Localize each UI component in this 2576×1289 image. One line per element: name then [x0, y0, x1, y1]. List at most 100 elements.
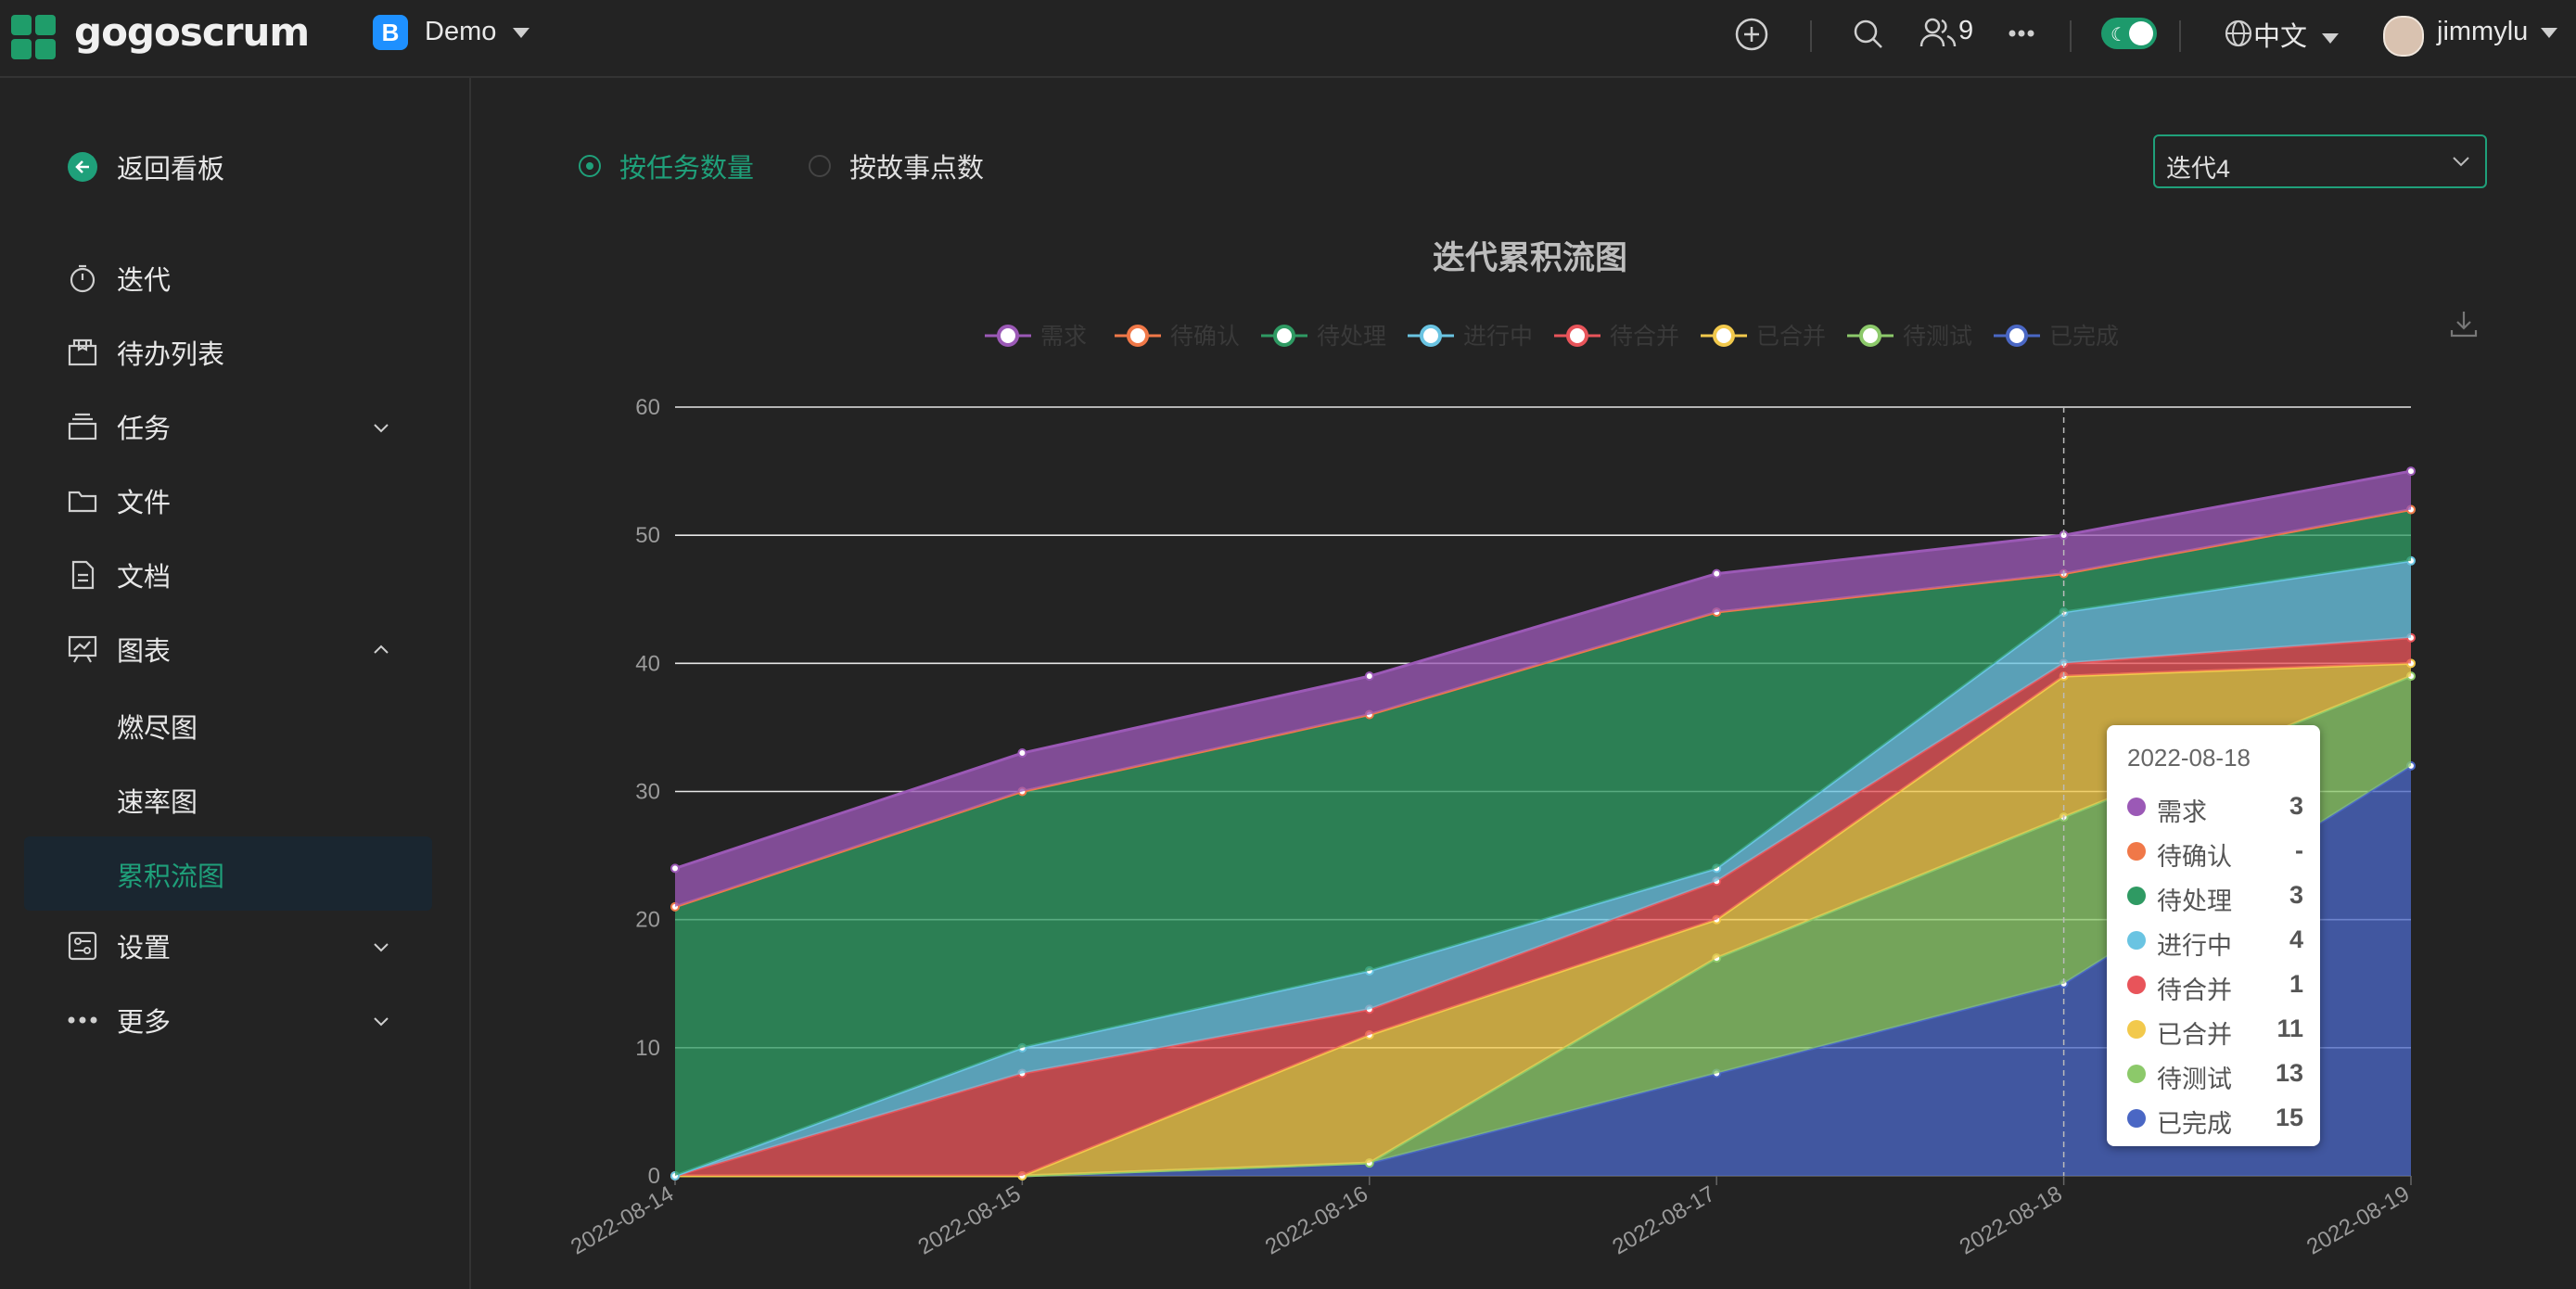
iteration-select[interactable]: 迭代4 — [2153, 134, 2487, 188]
project-badge[interactable]: B — [373, 15, 408, 50]
logo-text[interactable]: gogoscrum — [74, 9, 310, 55]
radio-by-story-points[interactable]: 按故事点数 — [809, 147, 984, 185]
folder-icon — [68, 491, 97, 513]
tooltip-row: 待测试 13 — [2127, 1055, 2303, 1093]
logo-icon[interactable] — [11, 15, 57, 59]
iteration-select-value: 迭代4 — [2166, 155, 2231, 183]
chart-tooltip: 2022-08-18 需求 3 待确认 - 待处理 3 进行中 4 待合并 1 已合并 11 待测试 13… — [2107, 725, 2320, 1146]
chevron-down-icon[interactable] — [373, 419, 389, 436]
data-point — [1712, 568, 1722, 579]
sidebar-item-label: 设置 — [117, 934, 172, 964]
search-icon[interactable] — [1853, 19, 1884, 50]
tooltip-series-value: 3 — [2289, 881, 2303, 909]
sidebar-subitem-velocity[interactable]: 速率图 — [117, 788, 198, 818]
download-icon[interactable] — [2448, 308, 2480, 339]
area-series — [675, 560, 2411, 1176]
globe-icon[interactable] — [2224, 19, 2253, 48]
language-switcher[interactable]: 中文 — [2253, 15, 2340, 54]
timer-icon — [70, 264, 96, 293]
project-switcher[interactable]: Demo — [425, 17, 530, 47]
legend-marker — [1273, 325, 1295, 347]
data-point — [1364, 671, 1374, 682]
tooltip-series-name: 待确认 — [2157, 843, 2232, 871]
tooltip-swatch — [2127, 931, 2146, 950]
sidebar-item-files[interactable]: 文件 — [67, 482, 171, 519]
divider — [1810, 20, 1812, 52]
top-bar: gogoscrum B Demo 9 ☾ 中文 jimmylu — [0, 0, 2576, 78]
area-series — [675, 471, 2411, 907]
sidebar-item-settings[interactable]: 设置 — [67, 927, 171, 964]
add-icon[interactable] — [1734, 17, 1769, 52]
more-icon[interactable] — [2009, 28, 2034, 39]
divider — [2070, 20, 2072, 52]
y-tick-label: 60 — [635, 395, 660, 420]
sidebar-item-label: 更多 — [117, 1008, 172, 1038]
language-label: 中文 — [2253, 22, 2308, 52]
sidebar-item-docs[interactable]: 文档 — [67, 556, 171, 593]
avatar[interactable] — [2383, 16, 2424, 57]
sidebar-item-tasks[interactable]: 任务 — [67, 408, 171, 445]
area-series — [675, 676, 2411, 1176]
box-icon — [68, 338, 97, 366]
chevron-down-icon — [2453, 157, 2469, 167]
chevron-up-icon[interactable] — [373, 642, 389, 658]
sidebar-subitem-cfd[interactable]: 累积流图 — [117, 862, 225, 892]
sidebar-item-label: 图表 — [117, 637, 172, 667]
tooltip-series-name: 待处理 — [2157, 887, 2232, 915]
legend-label: 需求 — [1040, 324, 1087, 350]
x-tick-label: 2022-08-19 — [2302, 1181, 2414, 1260]
tooltip-series-value: 13 — [2275, 1059, 2303, 1087]
radio-by-task-count[interactable]: 按任务数量 — [579, 147, 754, 185]
sidebar-item-more[interactable]: 更多 — [67, 1002, 171, 1039]
sidebar-item-charts[interactable]: 图表 — [67, 631, 171, 668]
tooltip-series-name: 待测试 — [2157, 1066, 2232, 1093]
chevron-down-icon[interactable] — [373, 1013, 389, 1029]
layers-icon — [68, 413, 97, 440]
dark-mode-toggle[interactable]: ☾ — [2101, 18, 2157, 49]
chart-title: 迭代累积流图 — [1432, 240, 1627, 276]
y-tick-label: 40 — [635, 651, 660, 676]
tooltip-swatch — [2127, 798, 2146, 816]
moon-icon: ☾ — [2111, 25, 2127, 45]
legend-label: 已完成 — [2049, 324, 2119, 350]
radio-dot — [579, 155, 601, 177]
tooltip-row: 已完成 15 — [2127, 1100, 2303, 1138]
more-icon — [68, 1016, 97, 1024]
sidebar-item-iterations[interactable]: 迭代 — [67, 260, 171, 297]
tooltip-row: 待确认 - — [2127, 833, 2303, 871]
tooltip-swatch — [2127, 887, 2146, 905]
tooltip-series-name: 已完成 — [2157, 1110, 2232, 1138]
legend-label: 待处理 — [1317, 324, 1386, 350]
sidebar-item-label: 待办列表 — [117, 340, 225, 370]
sidebar-item-label: 任务 — [117, 415, 172, 444]
data-point — [1017, 748, 1027, 759]
y-tick-label: 20 — [635, 908, 660, 933]
tooltip-row: 待合并 1 — [2127, 966, 2303, 1004]
tooltip-swatch — [2127, 1109, 2146, 1128]
legend-label: 待测试 — [1903, 324, 1972, 350]
y-tick-label: 10 — [635, 1036, 660, 1061]
tooltip-series-value: 1 — [2289, 970, 2303, 998]
y-tick-label: 30 — [635, 780, 660, 805]
tooltip-date: 2022-08-18 — [2127, 744, 2251, 772]
x-tick-label: 2022-08-14 — [567, 1181, 678, 1260]
user-menu[interactable]: jimmylu — [2437, 17, 2558, 47]
toggle-knob — [2129, 21, 2153, 45]
legend-marker — [2006, 325, 2028, 347]
series-line — [674, 469, 2412, 870]
chevron-down-icon[interactable] — [373, 938, 389, 955]
tooltip-series-name: 已合并 — [2157, 1021, 2232, 1049]
sidebar-item-label: 文档 — [117, 563, 172, 593]
sidebar-active-highlight — [24, 836, 432, 911]
sidebar-subitem-burndown[interactable]: 燃尽图 — [117, 714, 198, 744]
members-icon[interactable] — [1919, 17, 1957, 50]
back-to-board-label: 返回看板 — [117, 155, 225, 185]
caret-down-icon — [513, 27, 530, 38]
sidebar-item-backlog[interactable]: 待办列表 — [67, 334, 224, 371]
tooltip-series-value: 15 — [2275, 1104, 2303, 1131]
members-count[interactable]: 9 — [1958, 16, 1974, 45]
project-name: Demo — [425, 17, 497, 46]
back-to-board-link[interactable]: 返回看板 — [67, 148, 224, 185]
tooltip-series-value: - — [2295, 836, 2303, 864]
